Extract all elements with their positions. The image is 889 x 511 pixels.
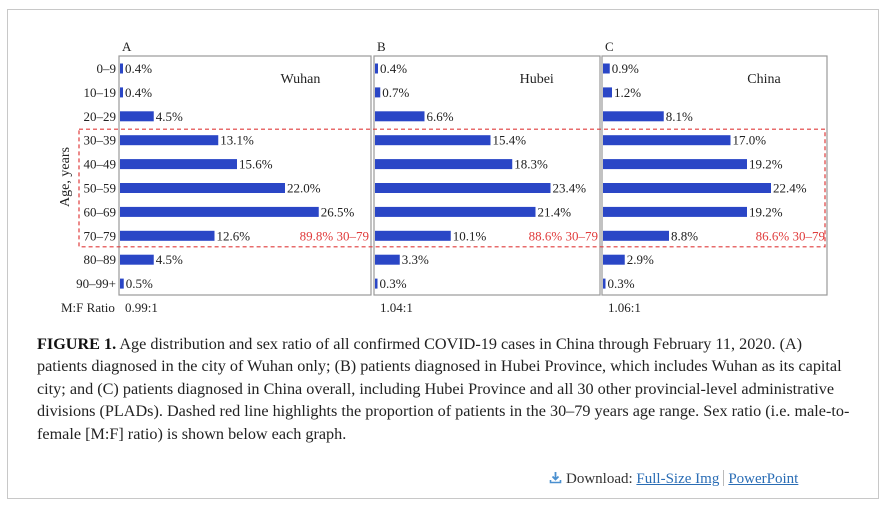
category-label: 40–49 xyxy=(84,157,117,172)
bar xyxy=(120,183,285,193)
bar xyxy=(603,230,669,241)
bar xyxy=(120,159,237,170)
powerpoint-link[interactable]: PowerPoint xyxy=(728,471,799,487)
data-label: 18.3% xyxy=(514,157,548,172)
bar xyxy=(375,135,491,146)
category-label: 30–39 xyxy=(84,133,117,148)
data-label: 8.8% xyxy=(671,228,698,243)
bar xyxy=(375,254,400,265)
panel-letter: C xyxy=(605,39,614,54)
download-bar: Download: Full-Size Img PowerPoint xyxy=(549,470,798,488)
panel-box xyxy=(601,55,828,296)
figure-label: FIGURE 1. xyxy=(37,335,117,353)
panel-letter: A xyxy=(122,39,132,54)
download-icon xyxy=(549,472,562,484)
panel-box xyxy=(373,55,601,296)
panel-name: China xyxy=(747,72,781,87)
data-label: 0.4% xyxy=(380,61,407,76)
bar xyxy=(375,111,425,122)
panel-box xyxy=(118,55,372,296)
panel-letter: B xyxy=(377,39,386,54)
bar xyxy=(603,135,731,146)
data-label: 22.0% xyxy=(287,181,321,196)
bar xyxy=(120,87,123,98)
data-label: 17.0% xyxy=(733,133,767,148)
sex-ratio: 1.04:1 xyxy=(380,300,413,315)
data-label: 6.6% xyxy=(427,109,454,124)
bar xyxy=(120,63,123,74)
bar xyxy=(603,63,610,74)
category-label: 90–99+ xyxy=(76,276,116,291)
data-label: 19.2% xyxy=(749,204,783,219)
bar xyxy=(120,230,215,241)
data-label: 3.3% xyxy=(402,252,429,267)
category-label: 70–79 xyxy=(84,228,117,243)
ratio-axis-label: M:F Ratio xyxy=(61,300,115,315)
link-divider xyxy=(723,470,725,486)
sex-ratio: 1.06:1 xyxy=(608,300,641,315)
bar xyxy=(375,230,451,241)
y-axis-title: Age, years xyxy=(58,147,73,207)
data-label: 13.1% xyxy=(220,133,254,148)
data-label: 0.3% xyxy=(608,276,635,291)
data-label: 22.4% xyxy=(773,181,807,196)
data-label: 8.1% xyxy=(666,109,693,124)
bar xyxy=(603,111,664,122)
data-label: 15.6% xyxy=(239,157,273,172)
sex-ratio: 0.99:1 xyxy=(125,300,158,315)
panel-name: Wuhan xyxy=(281,72,321,87)
data-label: 0.5% xyxy=(126,276,153,291)
panel-name: Hubei xyxy=(520,72,554,87)
data-label: 0.4% xyxy=(125,61,152,76)
highlight-label: 86.6% 30–79 xyxy=(756,228,825,243)
data-label: 19.2% xyxy=(749,157,783,172)
bar xyxy=(603,206,747,217)
bar xyxy=(375,87,381,98)
figure-caption: FIGURE 1. Age distribution and sex ratio… xyxy=(37,333,852,445)
data-label: 0.3% xyxy=(380,276,407,291)
bar xyxy=(603,183,771,193)
bar xyxy=(603,278,606,289)
highlight-label: 88.6% 30–79 xyxy=(529,228,598,243)
bar xyxy=(375,206,536,217)
data-label: 2.9% xyxy=(627,252,654,267)
data-label: 10.1% xyxy=(453,228,487,243)
bar xyxy=(375,278,378,289)
bar xyxy=(603,254,625,265)
data-label: 21.4% xyxy=(538,204,572,219)
bar xyxy=(375,183,551,193)
category-label: 80–89 xyxy=(84,252,117,267)
highlight-label: 89.8% 30–79 xyxy=(300,228,369,243)
category-label: 20–29 xyxy=(84,109,117,124)
bar xyxy=(120,135,219,146)
category-label: 0–9 xyxy=(97,61,117,76)
data-label: 0.7% xyxy=(382,85,409,100)
category-label: 60–69 xyxy=(84,204,117,219)
figure-frame xyxy=(7,9,879,499)
bar xyxy=(603,159,747,170)
download-label: Download: xyxy=(566,471,633,487)
data-label: 15.4% xyxy=(493,133,527,148)
category-label: 50–59 xyxy=(84,181,117,196)
caption-text: Age distribution and sex ratio of all co… xyxy=(37,335,850,443)
bar xyxy=(120,111,154,122)
bar xyxy=(375,63,378,74)
bar xyxy=(375,159,513,170)
bar xyxy=(603,87,612,98)
data-label: 23.4% xyxy=(553,181,587,196)
data-label: 0.9% xyxy=(612,61,639,76)
bar xyxy=(120,254,154,265)
data-label: 4.5% xyxy=(156,252,183,267)
data-label: 1.2% xyxy=(614,85,641,100)
bar xyxy=(120,206,319,217)
category-label: 10–19 xyxy=(84,85,117,100)
data-label: 12.6% xyxy=(217,228,251,243)
highlight-box xyxy=(78,128,826,248)
data-label: 4.5% xyxy=(156,109,183,124)
bar xyxy=(120,278,124,289)
data-label: 26.5% xyxy=(321,204,355,219)
data-label: 0.4% xyxy=(125,85,152,100)
full-size-image-link[interactable]: Full-Size Img xyxy=(636,471,720,487)
